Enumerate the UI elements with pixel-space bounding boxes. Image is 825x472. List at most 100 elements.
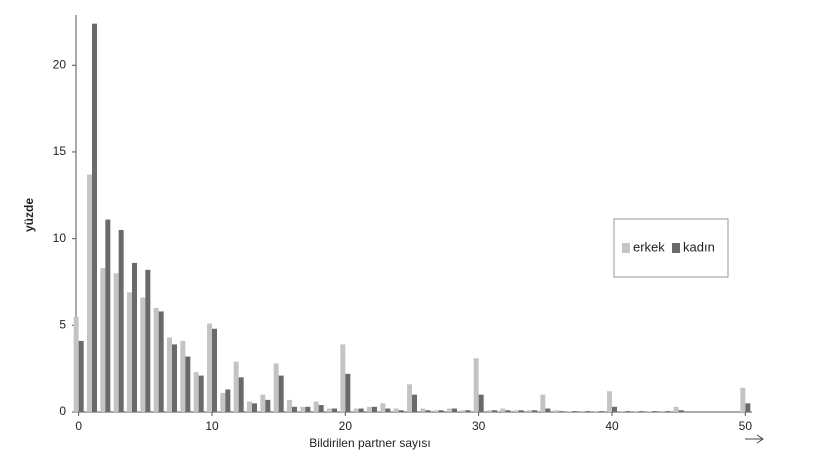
bar (287, 399, 292, 412)
bar (487, 410, 492, 412)
bar (318, 405, 324, 412)
bar (273, 363, 279, 412)
bar (407, 384, 412, 412)
bar (167, 337, 172, 412)
legend-label: kadın (683, 239, 715, 254)
bar (300, 406, 306, 412)
bar (505, 410, 511, 412)
bar (358, 408, 364, 412)
bar (478, 394, 484, 412)
x-tick-label: 20 (339, 419, 353, 433)
bar (513, 410, 519, 412)
bar (87, 174, 92, 412)
bar (278, 375, 284, 412)
legend-label: erkek (633, 239, 665, 254)
bar (265, 399, 271, 412)
bar (132, 262, 137, 412)
bar (558, 411, 564, 412)
bar (465, 410, 471, 412)
bar (532, 410, 537, 412)
bar (460, 410, 466, 412)
x-tick-label: 30 (472, 419, 486, 433)
bar (518, 410, 524, 412)
bar (447, 408, 452, 412)
bar (612, 406, 617, 412)
bar (567, 411, 572, 412)
legend-swatch (672, 243, 680, 253)
bar (438, 410, 444, 412)
bar (92, 23, 97, 412)
bar (660, 411, 666, 412)
x-tick-label: 0 (75, 419, 82, 433)
bar (540, 394, 546, 412)
bar (207, 323, 212, 412)
bar (140, 297, 146, 412)
bar (545, 408, 551, 412)
bar (593, 411, 599, 412)
bar (572, 411, 577, 412)
bar (78, 340, 84, 412)
bar (380, 403, 386, 412)
bar (172, 344, 177, 412)
bar (433, 410, 439, 412)
bar (260, 394, 266, 412)
bar (313, 401, 319, 412)
bar (158, 311, 164, 412)
bar (193, 372, 199, 412)
bar (127, 292, 132, 412)
bar (345, 373, 351, 412)
bar (305, 406, 311, 412)
bar (212, 328, 217, 412)
bar (607, 391, 612, 412)
bar (220, 392, 226, 412)
bar (740, 387, 746, 412)
bar (105, 219, 111, 412)
y-tick-label: 15 (53, 144, 67, 158)
bar (633, 411, 639, 412)
bar (340, 344, 346, 412)
bar (527, 410, 532, 412)
bar (185, 356, 191, 412)
bar (367, 406, 372, 412)
bar (745, 403, 751, 412)
bar (372, 406, 377, 412)
bar (247, 401, 252, 412)
bar (252, 403, 257, 412)
bar (598, 411, 604, 412)
y-tick-label: 0 (59, 404, 66, 418)
bar (452, 408, 457, 412)
bar (292, 406, 297, 412)
bar (638, 411, 644, 412)
y-tick-label: 10 (53, 231, 67, 245)
y-tick-label: 20 (53, 57, 67, 71)
bar (225, 389, 231, 412)
bar (353, 408, 359, 412)
bar (73, 316, 79, 412)
bar (412, 394, 417, 412)
bar (673, 406, 679, 412)
bar (625, 411, 631, 412)
bar (647, 411, 652, 412)
bar (678, 410, 684, 412)
legend-swatch (622, 243, 630, 253)
bar (425, 410, 431, 412)
bar (238, 377, 244, 412)
y-axis-label: yüzde (22, 198, 36, 232)
bar (118, 229, 124, 412)
bar (153, 307, 159, 412)
bar (665, 411, 671, 412)
bar (385, 408, 391, 412)
x-axis-label: Bildirilen partner sayısı (309, 436, 430, 450)
bar (492, 410, 497, 412)
x-tick-label: 50 (739, 419, 753, 433)
x-tick-label: 10 (205, 419, 219, 433)
bar (180, 340, 186, 412)
legend-box (613, 218, 729, 278)
bar (652, 411, 657, 412)
bar (580, 411, 586, 412)
bar (620, 411, 626, 412)
x-tick-label: 40 (605, 419, 619, 433)
bar (198, 375, 204, 412)
